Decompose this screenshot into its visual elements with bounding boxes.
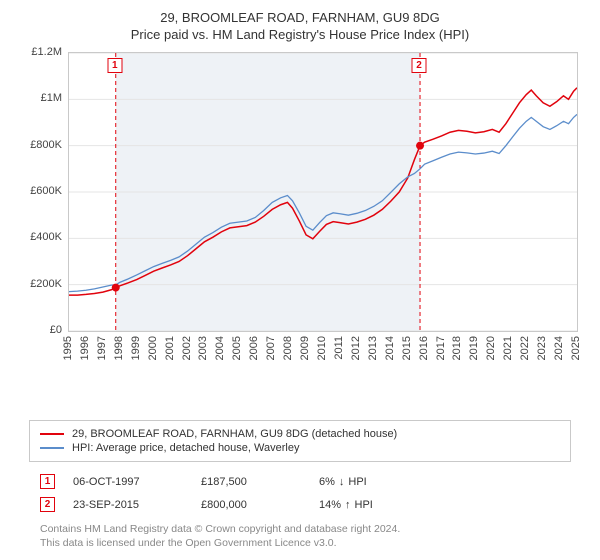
y-tick-label: £800K [30,139,62,151]
sale-marker-2: 2 [412,58,427,73]
sale-row: 1 06-OCT-1997 £187,500 6% ↓HPI [40,470,560,493]
footer-line-2: This data is licensed under the Open Gov… [40,536,560,550]
x-tick-label: 2018 [451,336,463,360]
y-axis-labels: £0£200K£400K£600K£800K£1M£1.2M [20,52,66,372]
x-tick-label: 2000 [147,336,159,360]
sale-delta-pct: 6% [319,476,335,488]
sale-delta: 6% ↓HPI [319,476,429,488]
y-tick-label: £1.2M [31,46,62,58]
footer-line-1: Contains HM Land Registry data © Crown c… [40,522,560,536]
sales-table: 106-OCT-1997£187,5006%↓HPI223-SEP-2015£8… [40,470,560,516]
sale-marker-1: 1 [107,58,122,73]
sale-delta-pct: 14% [319,499,341,511]
x-tick-label: 2008 [282,336,294,360]
plot-svg [69,53,577,331]
x-tick-label: 2017 [435,336,447,360]
x-tick-label: 2014 [384,336,396,360]
x-tick-label: 2011 [333,336,345,360]
sale-price: £187,500 [201,476,301,488]
x-tick-label: 1999 [130,336,142,360]
sale-date: 06-OCT-1997 [73,476,183,488]
sale-delta-arrow-icon: ↓ [339,476,345,488]
sale-delta: 14% ↑ HPI [319,499,429,511]
x-tick-label: 2015 [401,336,413,360]
x-tick-label: 1997 [96,336,108,360]
y-tick-label: £200K [30,278,62,290]
x-tick-label: 2004 [214,336,226,360]
chart-container: £0£200K£400K£600K£800K£1M£1.2M 12 199519… [20,52,580,372]
sale-marker-badge: 2 [40,497,55,512]
legend-label: HPI: Average price, detached house, Wave… [72,442,299,454]
x-tick-label: 2022 [519,336,531,360]
x-tick-label: 2023 [536,336,548,360]
legend-swatch [40,447,64,449]
sale-delta-label: HPI [348,476,366,488]
x-tick-label: 2007 [265,336,277,360]
x-tick-label: 1998 [113,336,125,360]
chart-subtitle: Price paid vs. HM Land Registry's House … [10,27,590,42]
sale-date: 23-SEP-2015 [73,499,183,511]
y-tick-label: £400K [30,231,62,243]
x-tick-label: 1996 [79,336,91,360]
x-tick-label: 2020 [485,336,497,360]
footer-attribution: Contains HM Land Registry data © Crown c… [40,522,560,550]
x-tick-label: 2019 [468,336,480,360]
x-tick-label: 2025 [570,336,582,360]
legend-box: 29, BROOMLEAF ROAD, FARNHAM, GU9 8DG (de… [29,420,571,462]
y-tick-label: £1M [41,92,62,104]
x-axis-labels: 1995199619971998199920002001200220032004… [68,336,578,372]
sale-delta-label: HPI [355,499,373,511]
x-tick-label: 2009 [299,336,311,360]
x-tick-label: 2005 [231,336,243,360]
legend-item: 29, BROOMLEAF ROAD, FARNHAM, GU9 8DG (de… [40,427,560,441]
chart-title: 29, BROOMLEAF ROAD, FARNHAM, GU9 8DG [10,10,590,25]
x-tick-label: 2003 [197,336,209,360]
legend-label: 29, BROOMLEAF ROAD, FARNHAM, GU9 8DG (de… [72,428,397,440]
x-tick-label: 2021 [502,336,514,360]
x-tick-label: 2013 [367,336,379,360]
x-tick-label: 2024 [553,336,565,360]
x-tick-label: 2010 [316,336,328,360]
x-tick-label: 2002 [181,336,193,360]
sale-marker-badge: 1 [40,474,55,489]
x-tick-label: 2016 [418,336,430,360]
x-tick-label: 2012 [350,336,362,360]
legend-item: HPI: Average price, detached house, Wave… [40,441,560,455]
sale-row: 2 23-SEP-2015 £800,000 14% ↑ HPI [40,493,560,516]
x-tick-label: 2001 [164,336,176,360]
legend-swatch [40,433,64,435]
y-tick-label: £0 [50,324,62,336]
plot-area [68,52,578,332]
sale-price: £800,000 [201,499,301,511]
sale-delta-arrow-icon: ↑ [345,499,351,511]
y-tick-label: £600K [30,185,62,197]
x-tick-label: 2006 [248,336,260,360]
x-tick-label: 1995 [62,336,74,360]
